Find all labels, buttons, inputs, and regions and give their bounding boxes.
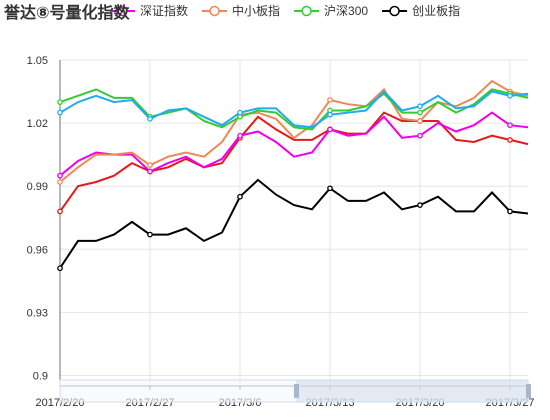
data-point[interactable]	[237, 193, 243, 200]
legend-label: 深证指数	[140, 3, 188, 18]
y-tick-label: 1.02	[27, 118, 48, 130]
data-point[interactable]	[57, 99, 63, 105]
series-line	[59, 88, 529, 131]
data-point[interactable]	[327, 185, 333, 192]
series-line	[59, 111, 529, 177]
series-line	[59, 90, 529, 129]
data-point[interactable]	[57, 172, 63, 179]
series-line	[59, 178, 529, 269]
legend-item[interactable]: 沪深300	[294, 4, 368, 18]
legend-marker	[117, 5, 128, 17]
data-point[interactable]	[327, 111, 333, 118]
data-point[interactable]	[417, 132, 423, 139]
data-point[interactable]	[417, 103, 423, 110]
data-zoom-slider[interactable]	[59, 379, 531, 403]
y-tick-label: 0.99	[27, 181, 48, 193]
data-point[interactable]	[417, 202, 423, 208]
legend-label: 中小板指	[232, 3, 280, 18]
zoom-handle-left[interactable]	[294, 384, 299, 398]
y-tick-label: 0.93	[27, 307, 48, 319]
data-point[interactable]	[57, 208, 63, 215]
data-point[interactable]	[507, 122, 513, 129]
data-point[interactable]	[507, 92, 513, 99]
y-tick-label: 1.05	[27, 55, 48, 67]
legend-label: 沪深300	[324, 4, 368, 18]
legend-label: 创业板指	[412, 3, 460, 18]
legend-item[interactable]: 创业板指	[382, 3, 460, 18]
chart-title: 誉达⑧号量化指数	[3, 3, 131, 22]
data-point[interactable]	[57, 265, 63, 272]
data-point[interactable]	[57, 109, 63, 116]
y-tick-label: 0.9	[33, 370, 48, 382]
data-point[interactable]	[147, 116, 153, 122]
data-point[interactable]	[507, 137, 513, 143]
data-point[interactable]	[147, 162, 153, 169]
data-point[interactable]	[507, 208, 513, 215]
legend-item[interactable]: 深证指数	[110, 3, 188, 18]
zoom-selected-range[interactable]	[296, 380, 528, 402]
data-point[interactable]	[417, 109, 423, 116]
data-point[interactable]	[147, 168, 153, 175]
legend-marker	[209, 5, 220, 17]
data-point[interactable]	[57, 179, 63, 185]
data-point[interactable]	[327, 126, 333, 133]
legend-marker	[301, 5, 312, 17]
y-tick-label: 0.96	[27, 244, 48, 256]
legend-marker	[389, 5, 400, 17]
data-point[interactable]	[147, 231, 153, 238]
data-point[interactable]	[417, 118, 423, 124]
data-point[interactable]	[327, 97, 333, 103]
data-point[interactable]	[237, 132, 243, 139]
data-point[interactable]	[237, 109, 243, 116]
series-layer	[57, 79, 529, 272]
zoom-handle-right[interactable]	[526, 384, 531, 398]
legend-item[interactable]: 中小板指	[202, 3, 280, 18]
series-line	[59, 111, 529, 212]
legend[interactable]: 深证指数 中小板指 沪深300 创业板指	[110, 3, 460, 18]
